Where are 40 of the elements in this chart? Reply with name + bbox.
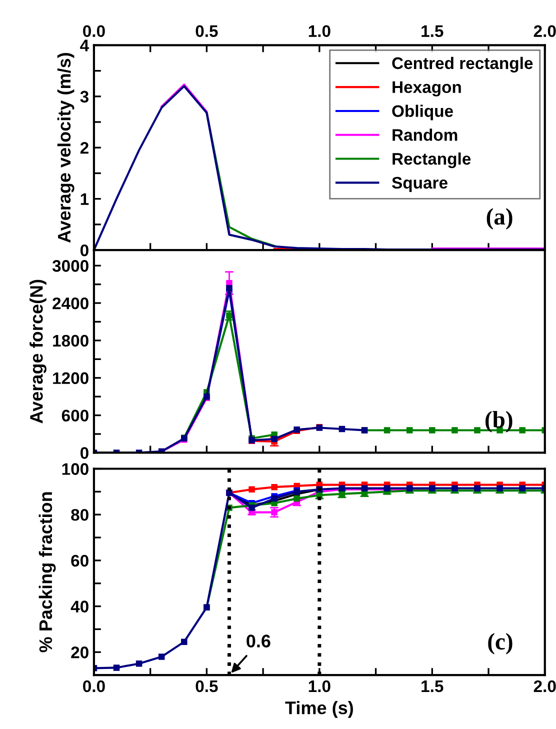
- x-tick-label: 2.0: [534, 680, 556, 692]
- legend-label: Oblique: [392, 104, 453, 120]
- y-tick-label: 600: [62, 410, 88, 422]
- x-axis-title: Time (s): [285, 701, 353, 718]
- x-tick-label: 1.0: [308, 680, 330, 692]
- annotation: (c): [488, 633, 512, 654]
- legend-label: Random: [392, 128, 458, 141]
- x2-tick-label: 0.5: [196, 25, 218, 38]
- y-tick-label: 3: [80, 90, 88, 103]
- y-tick-label: 3000: [52, 260, 88, 272]
- annotation: (b): [486, 411, 512, 432]
- y-tick-label: 2: [80, 142, 88, 154]
- x2-tick-label: 1.0: [308, 25, 330, 38]
- x-tick-label: 0.0: [83, 680, 105, 692]
- y-tick-label: 0: [80, 244, 88, 256]
- y-tick-label: 80: [71, 508, 88, 521]
- x-tick-label: 1.5: [422, 680, 444, 692]
- legend-label: Centred rectangle: [392, 56, 533, 72]
- y-tick-label: 1200: [53, 372, 88, 384]
- x2-tick-label: 1.5: [422, 25, 444, 38]
- y-axis-title: Average velocity (m/s): [57, 53, 74, 243]
- annotation: 0.6: [246, 634, 270, 648]
- y-tick-label: 100: [62, 463, 88, 475]
- legend-label: Rectangle: [392, 152, 471, 168]
- legend-label: Square: [392, 176, 448, 192]
- y-tick-label: 1: [80, 193, 89, 205]
- annotation: (a): [486, 208, 512, 230]
- y-tick-label: 60: [71, 554, 88, 567]
- x-tick-label: 0.5: [196, 680, 218, 692]
- x2-tick-label: 0.0: [83, 25, 105, 38]
- x2-tick-label: 2.0: [534, 25, 556, 38]
- y-tick-label: 20: [71, 646, 88, 658]
- legend-label: Hexagon: [392, 81, 461, 96]
- y-axis-title: % Packing fraction: [38, 492, 56, 652]
- y-tick-label: 0: [80, 447, 88, 459]
- y-tick-label: 4: [80, 40, 90, 52]
- y-tick-label: 1800: [53, 334, 88, 347]
- y-axis-title: Average force(N): [30, 280, 46, 424]
- y-tick-label: 2400: [52, 297, 88, 310]
- y-tick-label: 40: [70, 600, 88, 612]
